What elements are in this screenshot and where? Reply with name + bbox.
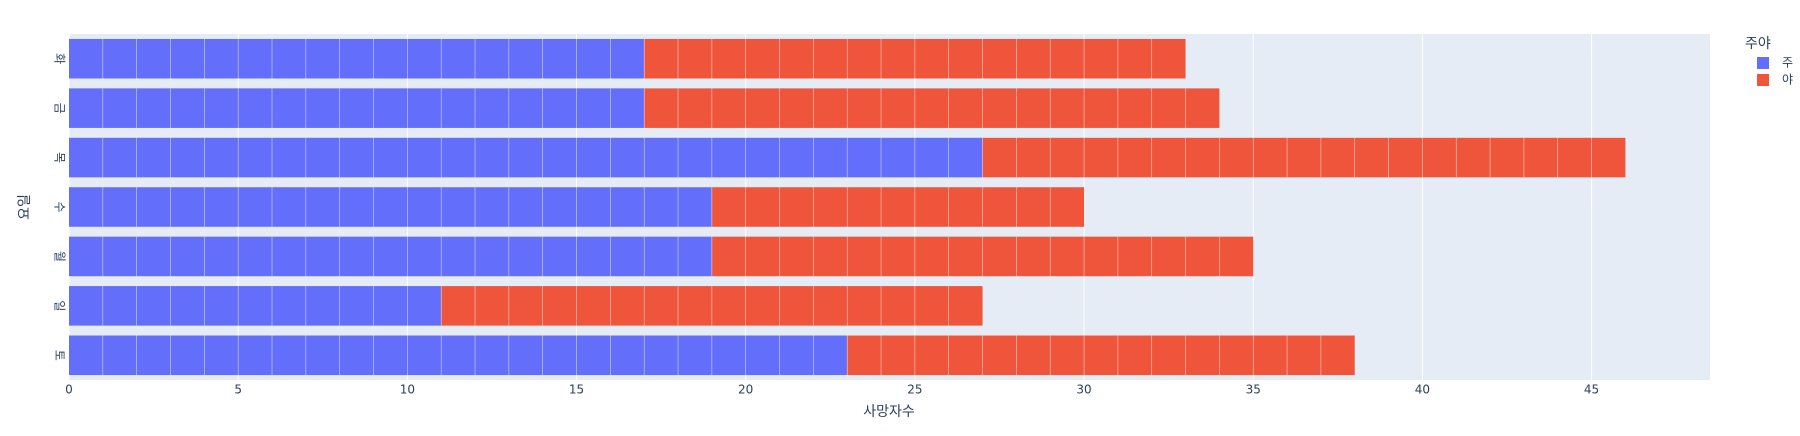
bar-segment [69,38,645,79]
bar-segment [69,187,712,227]
legend-swatch [1757,57,1769,69]
y-tick-label: 목 [53,152,67,163]
y-tick-label: 화 [53,53,67,64]
bar-segment [69,335,848,376]
bar-segment [69,88,645,128]
x-tick-label: 45 [1584,383,1599,397]
x-tick-label: 15 [569,383,584,397]
x-tick-label: 30 [1076,383,1091,397]
y-tick-label: 일 [53,300,67,311]
y-axis-title: 요일 [17,194,33,220]
bar-segment [644,88,1220,128]
bar-segment [847,335,1355,376]
bar-segment [982,137,1626,178]
legend-label: 야 [1782,73,1793,87]
bar-segment [69,286,442,326]
x-tick-label: 10 [400,383,415,397]
legend-title: 주야 [1745,36,1771,52]
x-tick-label: 20 [738,383,753,397]
bar-segment [711,187,1085,227]
y-tick-label: 금 [53,103,67,114]
x-tick-label: 35 [1246,383,1261,397]
y-tick-label: 월 [53,251,67,262]
legend-swatch [1757,74,1769,86]
bar-segment [69,236,712,277]
y-tick-label: 토 [53,350,67,361]
x-axis-title: 사망자수 [863,404,915,420]
y-tick-label: 수 [53,201,67,212]
x-tick-label: 40 [1415,383,1430,397]
x-tick-label: 25 [907,383,922,397]
x-tick-label: 0 [65,383,73,397]
legend-label: 주 [1782,56,1793,70]
bar-segment [69,137,983,178]
x-tick-label: 5 [234,383,242,397]
